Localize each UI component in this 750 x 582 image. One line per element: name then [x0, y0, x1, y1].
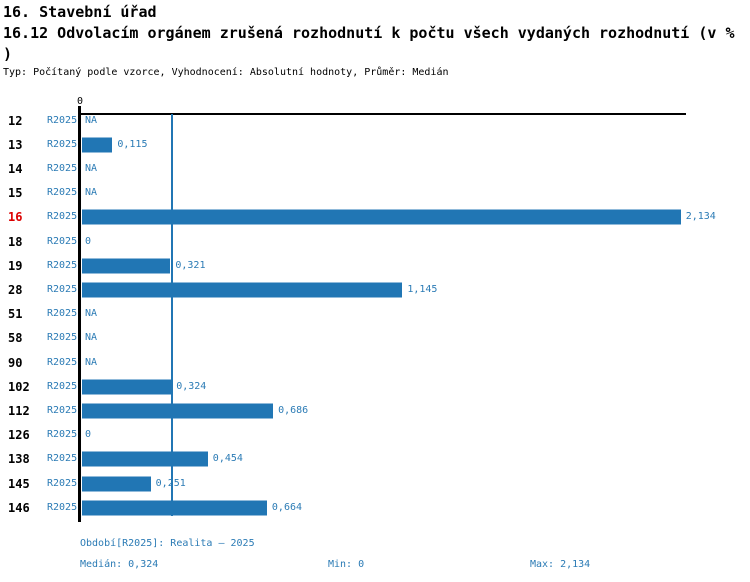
- row-category-label: 146: [8, 500, 30, 515]
- chart-row-90: 90 R2025 NA: [0, 351, 750, 375]
- row-value-label: 0,454: [212, 453, 243, 465]
- row-value-label: 0,251: [155, 477, 186, 489]
- chart-row-19: 19 R2025 0,321: [0, 254, 750, 278]
- footer-max-label: Max: 2,134: [530, 559, 591, 570]
- row-period-label: R2025: [47, 308, 78, 320]
- row-category-label: 138: [8, 452, 30, 467]
- row-category-label: 14: [8, 161, 23, 176]
- row-period-label: R2025: [47, 211, 78, 223]
- row-value-label: 2,134: [685, 211, 716, 223]
- row-period-label: R2025: [47, 162, 78, 174]
- footer-period-label: Období[R2025]: Realita – 2025: [80, 538, 255, 549]
- row-na-label: NA: [85, 332, 98, 344]
- chart-subtitle-line2: ): [3, 45, 13, 63]
- row-category-label: 18: [8, 234, 23, 249]
- row-na-label: NA: [85, 162, 98, 174]
- row-category-label: 102: [8, 379, 30, 394]
- row-period-label: R2025: [47, 477, 78, 489]
- x-axis-line: [80, 113, 686, 115]
- value-bar: [82, 137, 113, 153]
- row-period-label: R2025: [47, 356, 78, 368]
- value-bar: [82, 476, 151, 492]
- chart-row-14: 14 R2025 NA: [0, 157, 750, 181]
- value-bar: [82, 500, 267, 516]
- row-period-label: R2025: [47, 259, 78, 271]
- value-bar: [82, 403, 274, 419]
- row-category-label: 145: [8, 476, 30, 491]
- chart-row-126: 126 R2025 0: [0, 423, 750, 447]
- footer-median-label: Medián: 0,324: [80, 559, 159, 570]
- row-value-label: 1,145: [407, 283, 438, 295]
- median-reference-line: [171, 114, 173, 516]
- value-bar: [82, 258, 171, 274]
- value-bar: [82, 451, 208, 467]
- row-value-label: 0,686: [278, 404, 309, 416]
- row-period-label: R2025: [47, 114, 78, 126]
- row-period-label: R2025: [47, 138, 78, 150]
- row-period-label: R2025: [47, 501, 78, 513]
- row-category-label: 51: [8, 307, 23, 322]
- row-na-label: NA: [85, 187, 98, 199]
- row-category-label: 15: [8, 186, 23, 201]
- row-period-label: R2025: [47, 187, 78, 199]
- chart-row-16: 16 R2025 2,134: [0, 205, 750, 229]
- chart-row-138: 138 R2025 0,454: [0, 447, 750, 471]
- row-value-label: 0: [85, 429, 92, 441]
- row-period-label: R2025: [47, 332, 78, 344]
- row-na-label: NA: [85, 114, 98, 126]
- chart-row-112: 112 R2025 0,686: [0, 399, 750, 423]
- row-na-label: NA: [85, 356, 98, 368]
- row-category-label: 28: [8, 282, 23, 297]
- row-category-label: 12: [8, 113, 23, 128]
- chart-row-58: 58 R2025 NA: [0, 326, 750, 350]
- value-bar: [82, 209, 681, 225]
- chart-row-51: 51 R2025 NA: [0, 302, 750, 326]
- footer-min-label: Min: 0: [328, 559, 365, 570]
- row-value-label: 0,321: [175, 259, 206, 271]
- value-bar: [82, 282, 403, 298]
- row-category-label: 13: [8, 137, 23, 152]
- x-axis-zero-tick-label: 0: [76, 96, 84, 107]
- row-category-label: 58: [8, 331, 23, 346]
- row-value-label: 0,115: [117, 138, 148, 150]
- row-period-label: R2025: [47, 453, 78, 465]
- chart-row-28: 28 R2025 1,145: [0, 278, 750, 302]
- row-category-label: 126: [8, 428, 30, 443]
- row-period-label: R2025: [47, 235, 78, 247]
- row-category-label: 19: [8, 258, 23, 273]
- chart-row-18: 18 R2025 0: [0, 230, 750, 254]
- chart-row-102: 102 R2025 0,324: [0, 375, 750, 399]
- chart-row-13: 13 R2025 0,115: [0, 133, 750, 157]
- page-title: 16. Stavební úřad: [3, 3, 157, 21]
- chart-row-12: 12 R2025 NA: [0, 109, 750, 133]
- chart-row-146: 146 R2025 0,664: [0, 496, 750, 520]
- row-category-label: 112: [8, 403, 30, 418]
- row-period-label: R2025: [47, 283, 78, 295]
- row-period-label: R2025: [47, 429, 78, 441]
- row-na-label: NA: [85, 308, 98, 320]
- row-value-label: 0: [85, 235, 92, 247]
- chart-row-145: 145 R2025 0,251: [0, 472, 750, 496]
- value-bar: [82, 379, 172, 395]
- row-category-label: 16: [8, 210, 23, 225]
- y-axis-line: [78, 106, 81, 522]
- row-value-label: 0,324: [176, 380, 207, 392]
- chart-subtitle-line1: 16.12 Odvolacím orgánem zrušená rozhodnu…: [3, 24, 735, 42]
- chart-row-15: 15 R2025 NA: [0, 181, 750, 205]
- row-period-label: R2025: [47, 380, 78, 392]
- row-category-label: 90: [8, 355, 23, 370]
- row-period-label: R2025: [47, 404, 78, 416]
- row-value-label: 0,664: [271, 501, 303, 513]
- chart-meta-info: Typ: Počítaný podle vzorce, Vyhodnocení:…: [3, 67, 449, 78]
